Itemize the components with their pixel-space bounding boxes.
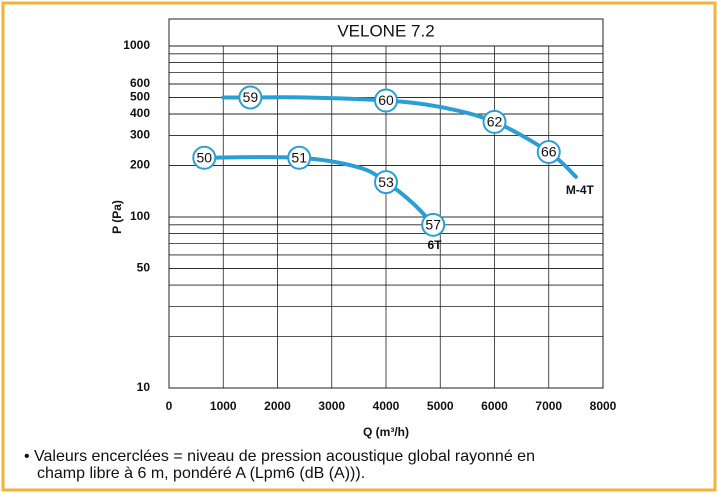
y-tick-label: 50 (137, 261, 151, 275)
point-marker (482, 109, 507, 134)
x-tick-label: 6000 (481, 399, 508, 413)
series-label: 6T (428, 238, 443, 252)
y-tick-label: 300 (130, 128, 150, 142)
point-marker (536, 139, 561, 164)
x-tick-label: 8000 (590, 399, 617, 413)
x-tick-label: 5000 (427, 399, 454, 413)
x-tick-label: 3000 (318, 399, 345, 413)
x-tick-label: 0 (166, 399, 173, 413)
point-marker (192, 145, 217, 170)
point-label: 57 (425, 217, 441, 233)
point-label: 62 (487, 114, 503, 130)
y-tick-label: 1000 (123, 38, 150, 52)
point-marker (374, 170, 398, 195)
title-box (168, 18, 604, 47)
x-tick-label: 4000 (373, 399, 400, 413)
series-label: M-4T (566, 183, 595, 197)
x-tick-label: 1000 (210, 399, 237, 413)
y-tick-label: 600 (130, 76, 150, 90)
point-label: 60 (378, 92, 394, 108)
x-axis-label: Q (m³/h) (363, 425, 409, 439)
y-tick-label: 400 (130, 106, 150, 120)
y-tick-label: 500 (130, 90, 150, 104)
point-marker (287, 145, 312, 170)
point-label: 51 (291, 149, 307, 165)
point-label: 50 (196, 149, 212, 165)
chart-title: VELONE 7.2 (337, 21, 434, 40)
y-axis-label: P (Pa) (110, 200, 124, 234)
y-tick-label: 100 (130, 209, 150, 223)
x-tick-label: 2000 (264, 399, 291, 413)
note-line: champ libre à 6 m, pondéré A (Lpm6 (dB (… (37, 465, 365, 482)
y-tick-label: 10 (137, 380, 151, 394)
point-marker (374, 88, 398, 113)
point-label: 66 (541, 144, 557, 160)
note-line: • Valeurs encerclées = niveau de pressio… (24, 448, 535, 465)
point-label: 59 (243, 89, 259, 105)
point-label: 53 (378, 174, 394, 190)
point-marker (421, 212, 446, 237)
y-tick-label: 200 (130, 158, 150, 172)
x-tick-label: 7000 (535, 399, 562, 413)
point-marker (238, 85, 263, 110)
